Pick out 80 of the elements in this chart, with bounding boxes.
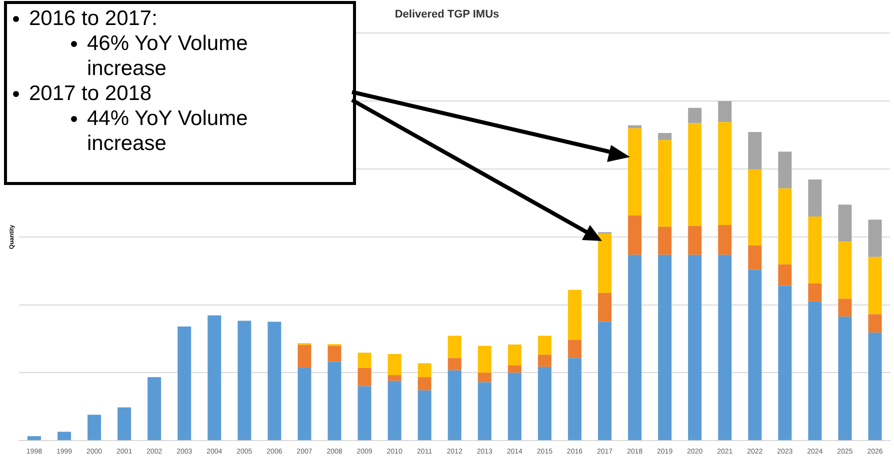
bar xyxy=(688,108,702,124)
bar xyxy=(508,365,522,373)
bar xyxy=(568,340,582,358)
bar xyxy=(358,368,372,386)
bar xyxy=(388,354,402,376)
bar xyxy=(658,133,672,140)
bar xyxy=(388,380,402,440)
bar xyxy=(178,326,192,440)
bar xyxy=(358,352,372,368)
annotation: 2017 to 2018 xyxy=(29,81,153,106)
bar xyxy=(27,436,41,440)
bar xyxy=(658,140,672,227)
bar xyxy=(298,344,312,368)
bar xyxy=(57,432,71,440)
bar xyxy=(328,362,342,440)
bar xyxy=(838,204,852,242)
bar xyxy=(718,254,732,440)
bar xyxy=(508,372,522,440)
bar xyxy=(568,290,582,340)
bar xyxy=(328,346,342,362)
bar xyxy=(718,122,732,226)
bar xyxy=(598,322,612,440)
bar xyxy=(748,245,762,270)
bar xyxy=(88,414,102,440)
bar xyxy=(658,226,672,255)
bar xyxy=(688,254,702,440)
bar xyxy=(598,234,612,293)
chart-title: Delivered TGP IMUs xyxy=(394,8,500,21)
bar xyxy=(478,382,492,440)
bar xyxy=(208,315,222,440)
bar xyxy=(778,152,792,188)
bar xyxy=(388,375,402,381)
bar xyxy=(748,132,762,170)
bar xyxy=(718,101,732,122)
bar xyxy=(808,180,822,217)
bar xyxy=(538,354,552,367)
bar xyxy=(628,125,642,128)
bar xyxy=(628,216,642,255)
bar xyxy=(268,322,282,440)
bar xyxy=(448,370,462,440)
bar xyxy=(838,242,852,299)
bar xyxy=(448,336,462,358)
bar xyxy=(808,283,822,302)
bar xyxy=(778,286,792,440)
bar xyxy=(508,344,522,366)
bar xyxy=(118,407,132,440)
bar xyxy=(748,270,762,440)
bar xyxy=(298,368,312,440)
bar xyxy=(538,366,552,440)
bar xyxy=(148,377,162,440)
bar xyxy=(808,301,822,440)
bar xyxy=(838,316,852,440)
bar xyxy=(238,320,252,440)
bar xyxy=(628,128,642,216)
bar xyxy=(778,188,792,264)
bar xyxy=(868,314,882,333)
bar xyxy=(598,292,612,322)
bar xyxy=(808,216,822,284)
bar xyxy=(688,226,702,255)
bar xyxy=(418,377,432,390)
bar xyxy=(628,254,642,440)
bar xyxy=(778,264,792,286)
bar xyxy=(418,390,432,440)
bar xyxy=(478,346,492,373)
bar xyxy=(838,298,852,317)
bar xyxy=(358,386,372,440)
bar xyxy=(418,363,432,378)
annotation: 44% YoY Volume increase xyxy=(87,106,249,156)
bar xyxy=(748,169,762,246)
bar xyxy=(868,332,882,440)
bar xyxy=(688,123,702,226)
bar xyxy=(478,372,492,382)
bar xyxy=(868,220,882,257)
bar xyxy=(448,358,462,370)
text-box: 2016 to 2017: 46% YoY Volume increase 2017 to 2018 44% YoY Volume increase xyxy=(4,1,356,185)
bar xyxy=(868,256,882,314)
bar xyxy=(658,254,672,440)
bar xyxy=(718,225,732,255)
bar xyxy=(568,358,582,440)
bar xyxy=(538,336,552,355)
